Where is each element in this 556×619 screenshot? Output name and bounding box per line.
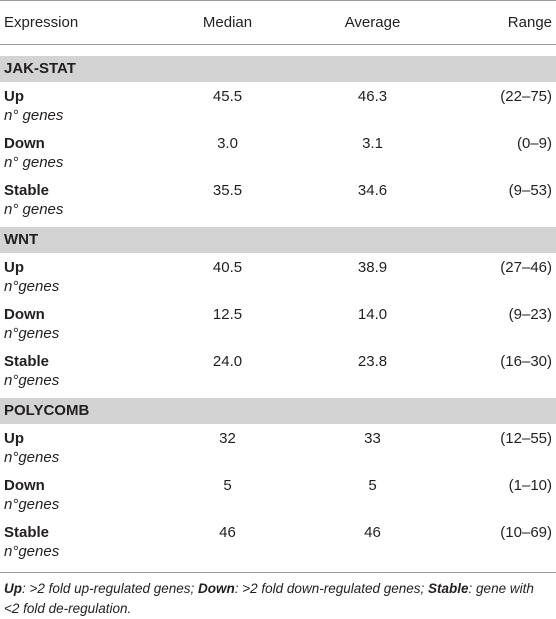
header-cell: Expression: [4, 14, 79, 31]
average-cell: 38.9: [357, 259, 388, 276]
table-row: Up n°genes 40.5 38.9 (27–46): [0, 256, 556, 303]
range-cell: (9–53): [508, 182, 552, 199]
median-cell: 32: [219, 430, 236, 447]
table-row: Stable n°genes 46 46 (10–69): [0, 521, 556, 568]
row-sublabel: n°genes: [4, 543, 60, 560]
row-label: Up: [4, 259, 24, 276]
expression-cell: Stable n°genes: [0, 353, 150, 391]
median-cell: 5: [223, 477, 232, 494]
row-sublabel: n° genes: [4, 201, 64, 218]
average-cell: 34.6: [357, 182, 388, 199]
average-cell: 23.8: [357, 353, 388, 370]
expression-cell: Up n° genes: [0, 88, 150, 126]
row-sublabel: n°genes: [4, 449, 60, 466]
section-header: WNT: [0, 227, 556, 253]
row-label: Up: [4, 88, 24, 105]
section: WNT Up n°genes 40.5 38.9 (27–46) Down n°genes 12…: [0, 227, 556, 397]
average-cell: 5: [368, 477, 377, 494]
row-sublabel: n°genes: [4, 325, 60, 342]
section: JAK-STAT Up n° genes 45.5 46.3 (22–75) Down n° …: [0, 56, 556, 226]
median-cell: 24.0: [212, 353, 243, 370]
row-label: Down: [4, 135, 45, 152]
average-cell: 46: [364, 524, 381, 541]
row-label: Stable: [4, 524, 50, 541]
header-cell: Range: [507, 14, 552, 31]
footnote-text: : >2 fold down-regulated genes;: [234, 581, 429, 596]
footnote-term: Up: [4, 581, 22, 596]
footnote-term: Stable: [428, 581, 469, 596]
expression-cell: Stable n°genes: [0, 524, 150, 562]
table: Expression Median Average Range JAK-STAT Up n°…: [0, 0, 556, 568]
median-cell: 35.5: [212, 182, 243, 199]
median-cell: 3.0: [217, 135, 238, 152]
median-cell: 46: [219, 524, 236, 541]
range-cell: (1–10): [508, 477, 552, 494]
range-cell: (10–69): [500, 524, 552, 541]
row-sublabel: n°genes: [4, 278, 60, 295]
average-cell: 3.1: [362, 135, 383, 152]
row-sublabel: n°genes: [4, 496, 60, 513]
footnote: Up: >2 fold up-regulated genes; Down: >2…: [0, 573, 556, 619]
row-label: Down: [4, 477, 45, 494]
range-cell: (16–30): [500, 353, 552, 370]
rule: [0, 572, 556, 573]
range-cell: (12–55): [500, 430, 552, 447]
footnote-text: : >2 fold up-regulated genes;: [22, 581, 199, 596]
header-cell: Average: [344, 14, 401, 31]
row-label: Up: [4, 430, 24, 447]
expression-cell: Up n°genes: [0, 259, 150, 297]
row-sublabel: n° genes: [4, 107, 64, 124]
median-cell: 12.5: [212, 306, 243, 323]
table-row: Stable n° genes 35.5 34.6 (9–53): [0, 179, 556, 226]
table-row: Up n°genes 32 33 (12–55): [0, 427, 556, 474]
row-sublabel: n° genes: [4, 154, 64, 171]
expression-cell: Down n° genes: [0, 135, 150, 173]
range-cell: (22–75): [500, 88, 552, 105]
range-cell: (9–23): [508, 306, 552, 323]
section-header: POLYCOMB: [0, 398, 556, 424]
average-cell: 33: [364, 430, 381, 447]
table-row: Down n°genes 12.5 14.0 (9–23): [0, 303, 556, 350]
row-label: Stable: [4, 353, 50, 370]
table-row: Down n°genes 5 5 (1–10): [0, 474, 556, 521]
range-cell: (0–9): [516, 135, 552, 152]
footnote-term: Down: [198, 581, 235, 596]
row-label: Down: [4, 306, 45, 323]
range-cell: (27–46): [500, 259, 552, 276]
row-label: Stable: [4, 182, 50, 199]
expression-cell: Up n°genes: [0, 430, 150, 468]
expression-cell: Down n°genes: [0, 306, 150, 344]
header-cell: Median: [202, 14, 253, 31]
section: POLYCOMB Up n°genes 32 33 (12–55) Down n°genes 5…: [0, 398, 556, 568]
row-sublabel: n°genes: [4, 372, 60, 389]
table-row: Up n° genes 45.5 46.3 (22–75): [0, 85, 556, 132]
table-row: Stable n°genes 24.0 23.8 (16–30): [0, 350, 556, 397]
expression-cell: Stable n° genes: [0, 182, 150, 220]
median-cell: 40.5: [212, 259, 243, 276]
expression-cell: Down n°genes: [0, 477, 150, 515]
average-cell: 14.0: [357, 306, 388, 323]
median-cell: 45.5: [212, 88, 243, 105]
table-row: Down n° genes 3.0 3.1 (0–9): [0, 132, 556, 179]
average-cell: 46.3: [357, 88, 388, 105]
footnote-text: : gene with <2 fold de-regulation.: [4, 581, 534, 616]
header-row: Expression Median Average Range: [0, 1, 556, 45]
section-header: JAK-STAT: [0, 56, 556, 82]
